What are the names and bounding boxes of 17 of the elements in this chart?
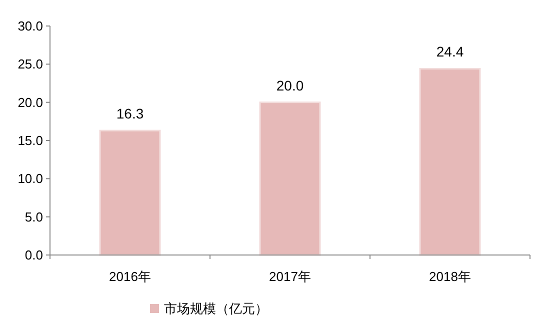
y-tick-label: 5.0 bbox=[24, 209, 43, 224]
y-tick-label: 10.0 bbox=[18, 171, 43, 186]
y-tick-label: 20.0 bbox=[18, 94, 43, 110]
x-tick-label: 2016年 bbox=[109, 269, 151, 284]
legend-label: 市场规模（亿元） bbox=[164, 301, 268, 316]
bar bbox=[259, 102, 321, 256]
y-tick-label: 0.0 bbox=[24, 248, 43, 262]
x-tick-label: 2018年 bbox=[429, 269, 471, 284]
x-tick-label: 2017年 bbox=[269, 269, 311, 284]
y-tick-label: 15.0 bbox=[18, 133, 43, 148]
bar bbox=[419, 68, 481, 256]
text: 20.0 bbox=[276, 77, 304, 94]
y-tick-label: 25.0 bbox=[18, 56, 43, 72]
bar bbox=[99, 130, 161, 256]
text: 24.4 bbox=[436, 44, 464, 60]
y-tick-label: 30.0 bbox=[18, 18, 43, 34]
text: 16.3 bbox=[116, 106, 144, 122]
